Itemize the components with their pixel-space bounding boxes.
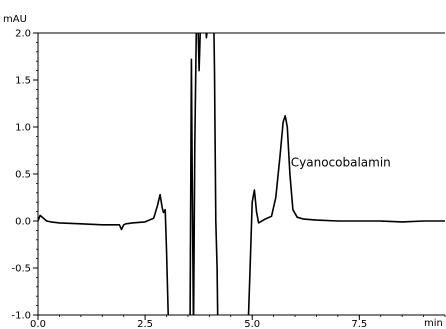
- x-tick-label: 2.5: [137, 319, 153, 329]
- x-tick-label: 0.0: [30, 319, 46, 329]
- y-tick-label: 0.0: [15, 217, 31, 228]
- x-tick-label: 7.5: [351, 319, 367, 329]
- y-tick-label: 0.5: [15, 170, 31, 181]
- x-tick-label: 5.0: [244, 319, 260, 329]
- peak-annotation: Cyanocobalamin: [291, 155, 391, 169]
- y-tick-label: -0.5: [11, 264, 31, 275]
- y-unit-label: mAU: [3, 14, 27, 25]
- y-tick-label: -1.0: [11, 311, 31, 322]
- y-tick-label: 1.0: [15, 123, 31, 134]
- signal-trace: [38, 33, 445, 315]
- y-tick-label: 1.5: [15, 76, 31, 87]
- y-tick-label: 2.0: [15, 29, 31, 40]
- x-unit-label: min: [424, 318, 443, 329]
